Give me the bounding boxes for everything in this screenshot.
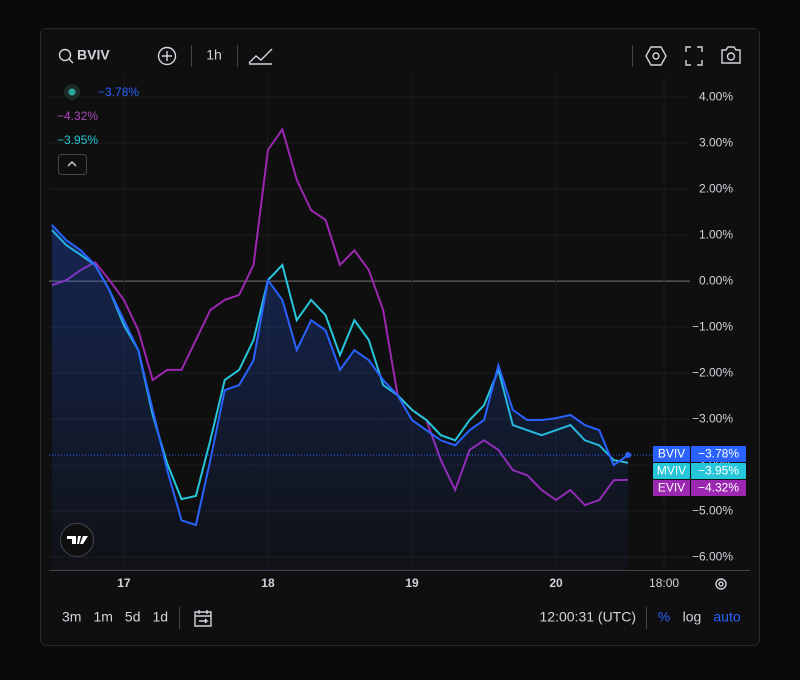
legend-value: −3.95% xyxy=(57,133,98,147)
y-tick-label: 4.00% xyxy=(699,89,733,103)
x-tick-label: 17 xyxy=(117,576,131,590)
add-icon xyxy=(162,51,172,61)
badge-name-box xyxy=(653,446,690,462)
y-tick-label: −1.00% xyxy=(692,319,733,333)
badge-name: BVIV xyxy=(658,447,685,461)
date-range-icon[interactable] xyxy=(194,610,212,627)
last-point xyxy=(625,451,632,458)
axis-settings-icon xyxy=(718,581,724,587)
series-line xyxy=(51,224,629,527)
symbol[interactable]: BVIV xyxy=(77,47,110,63)
badge-value-box xyxy=(691,463,746,479)
settings-icon xyxy=(652,52,660,60)
badge-name: MVIV xyxy=(657,464,686,478)
x-tick-label: 19 xyxy=(405,576,419,590)
badge-value-box xyxy=(691,446,746,462)
y-tick-label: −2.00% xyxy=(692,365,733,379)
axis-settings-icon[interactable] xyxy=(715,578,727,590)
logo-mark xyxy=(67,536,88,544)
legend-dot xyxy=(68,88,76,96)
percent-toggle[interactable]: % xyxy=(658,609,670,625)
range-button[interactable]: 1d xyxy=(152,609,168,625)
plot: 4.00% 3.00% 2.00% 1.00% 0.00% −1.00% −2.00% −3.… xyxy=(49,75,750,590)
y-tick-label: 1.00% xyxy=(699,227,733,241)
range-button[interactable]: 3m xyxy=(62,609,81,625)
auto-toggle[interactable]: auto xyxy=(713,609,740,625)
search-icon[interactable] xyxy=(58,48,72,62)
badge-value: −3.95% xyxy=(698,464,739,478)
range-button[interactable]: 5d xyxy=(125,609,141,625)
badge-value: −3.78% xyxy=(698,447,739,461)
log-toggle[interactable]: log xyxy=(683,609,702,625)
badge-value-box xyxy=(691,480,746,496)
chart-type-icon[interactable] xyxy=(248,48,273,65)
badge-name-box xyxy=(653,463,690,479)
range-buttons: 3m 1m 5d 1d xyxy=(62,609,168,625)
collapse-button[interactable] xyxy=(58,154,87,175)
x-tick-label: 18:00 xyxy=(649,576,679,590)
clock: 12:00:31 (UTC) xyxy=(540,609,636,625)
y-tick-label: 0.00% xyxy=(699,273,733,287)
interval[interactable]: 1h xyxy=(206,47,222,63)
y-tick-label: 3.00% xyxy=(699,135,733,149)
x-tick-label: 18 xyxy=(261,576,275,590)
y-tick-label: −6.00% xyxy=(692,549,733,563)
x-tick-label: 20 xyxy=(549,576,563,590)
area xyxy=(51,224,629,571)
fullscreen-icon[interactable] xyxy=(685,46,703,66)
legend-value: −4.32% xyxy=(57,109,98,123)
range-button[interactable]: 1m xyxy=(93,609,112,625)
collapse-icon xyxy=(67,161,77,167)
search-icon xyxy=(68,58,74,64)
settings-icon[interactable] xyxy=(645,46,667,66)
screenshot-icon[interactable] xyxy=(721,46,741,64)
badge-name: EVIV xyxy=(658,481,685,495)
badge-value: −4.32% xyxy=(698,481,739,495)
add-icon[interactable] xyxy=(157,46,177,66)
y-tick-label: 2.00% xyxy=(699,181,733,195)
badge-name-box xyxy=(653,480,690,496)
y-tick-label: −5.00% xyxy=(692,503,733,517)
logo[interactable] xyxy=(60,523,94,557)
screenshot-icon xyxy=(726,52,736,61)
legend-value: −3.78% xyxy=(98,85,139,99)
y-tick-label: −3.00% xyxy=(692,411,733,425)
